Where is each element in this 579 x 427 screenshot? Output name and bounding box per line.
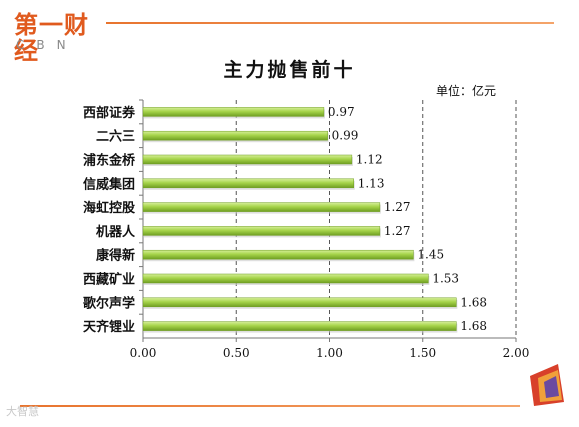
x-tick-label: 0.50 bbox=[223, 346, 250, 360]
bar bbox=[142, 107, 325, 117]
category-label: 信威集团 bbox=[83, 176, 135, 192]
top-divider bbox=[106, 22, 554, 24]
value-label: 1.45 bbox=[417, 248, 444, 262]
bar bbox=[142, 202, 381, 212]
x-tick-label: 1.00 bbox=[316, 346, 343, 360]
bar bbox=[142, 226, 381, 236]
category-label: 天齐锂业 bbox=[83, 319, 135, 335]
brand-name-cn: 第一财经 bbox=[14, 11, 89, 65]
corner-logo-icon bbox=[530, 364, 564, 406]
bar bbox=[142, 321, 457, 331]
category-label: 海虹控股 bbox=[83, 200, 135, 216]
category-label: 歌尔声学 bbox=[83, 295, 135, 311]
value-label: 1.12 bbox=[356, 153, 383, 167]
x-tick-label: 0.00 bbox=[130, 346, 157, 360]
category-label: 康得新 bbox=[96, 248, 135, 264]
x-tick-label: 1.50 bbox=[409, 346, 436, 360]
bar bbox=[142, 297, 457, 308]
bottom-divider bbox=[20, 405, 520, 407]
value-label: 1.68 bbox=[460, 319, 487, 333]
watermark: 大智慧 bbox=[6, 405, 39, 418]
category-label: 二六三 bbox=[96, 129, 135, 145]
bar bbox=[142, 130, 328, 141]
category-label: 西藏矿业 bbox=[83, 272, 135, 288]
bar bbox=[142, 249, 414, 260]
category-label: 浦东金桥 bbox=[83, 153, 136, 169]
bar bbox=[142, 273, 429, 284]
unit-label: 单位：亿元 bbox=[436, 84, 497, 98]
value-label: 1.27 bbox=[384, 224, 411, 238]
x-tick-label: 2.00 bbox=[503, 346, 530, 360]
brand-logo: 第一财经 CBN bbox=[14, 12, 106, 64]
value-label: 1.53 bbox=[432, 272, 459, 286]
bar bbox=[142, 178, 354, 189]
category-label: 机器人 bbox=[96, 224, 136, 240]
brand-name-en: CBN bbox=[16, 38, 78, 52]
value-label: 1.27 bbox=[384, 200, 411, 214]
value-label: 0.99 bbox=[332, 129, 359, 143]
bar bbox=[142, 154, 353, 165]
category-label: 西部证券 bbox=[83, 105, 136, 121]
value-label: 1.68 bbox=[460, 295, 487, 309]
chart-title: 主力抛售前十 bbox=[223, 59, 356, 81]
value-label: 1.13 bbox=[358, 176, 385, 190]
value-label: 0.97 bbox=[328, 105, 355, 119]
